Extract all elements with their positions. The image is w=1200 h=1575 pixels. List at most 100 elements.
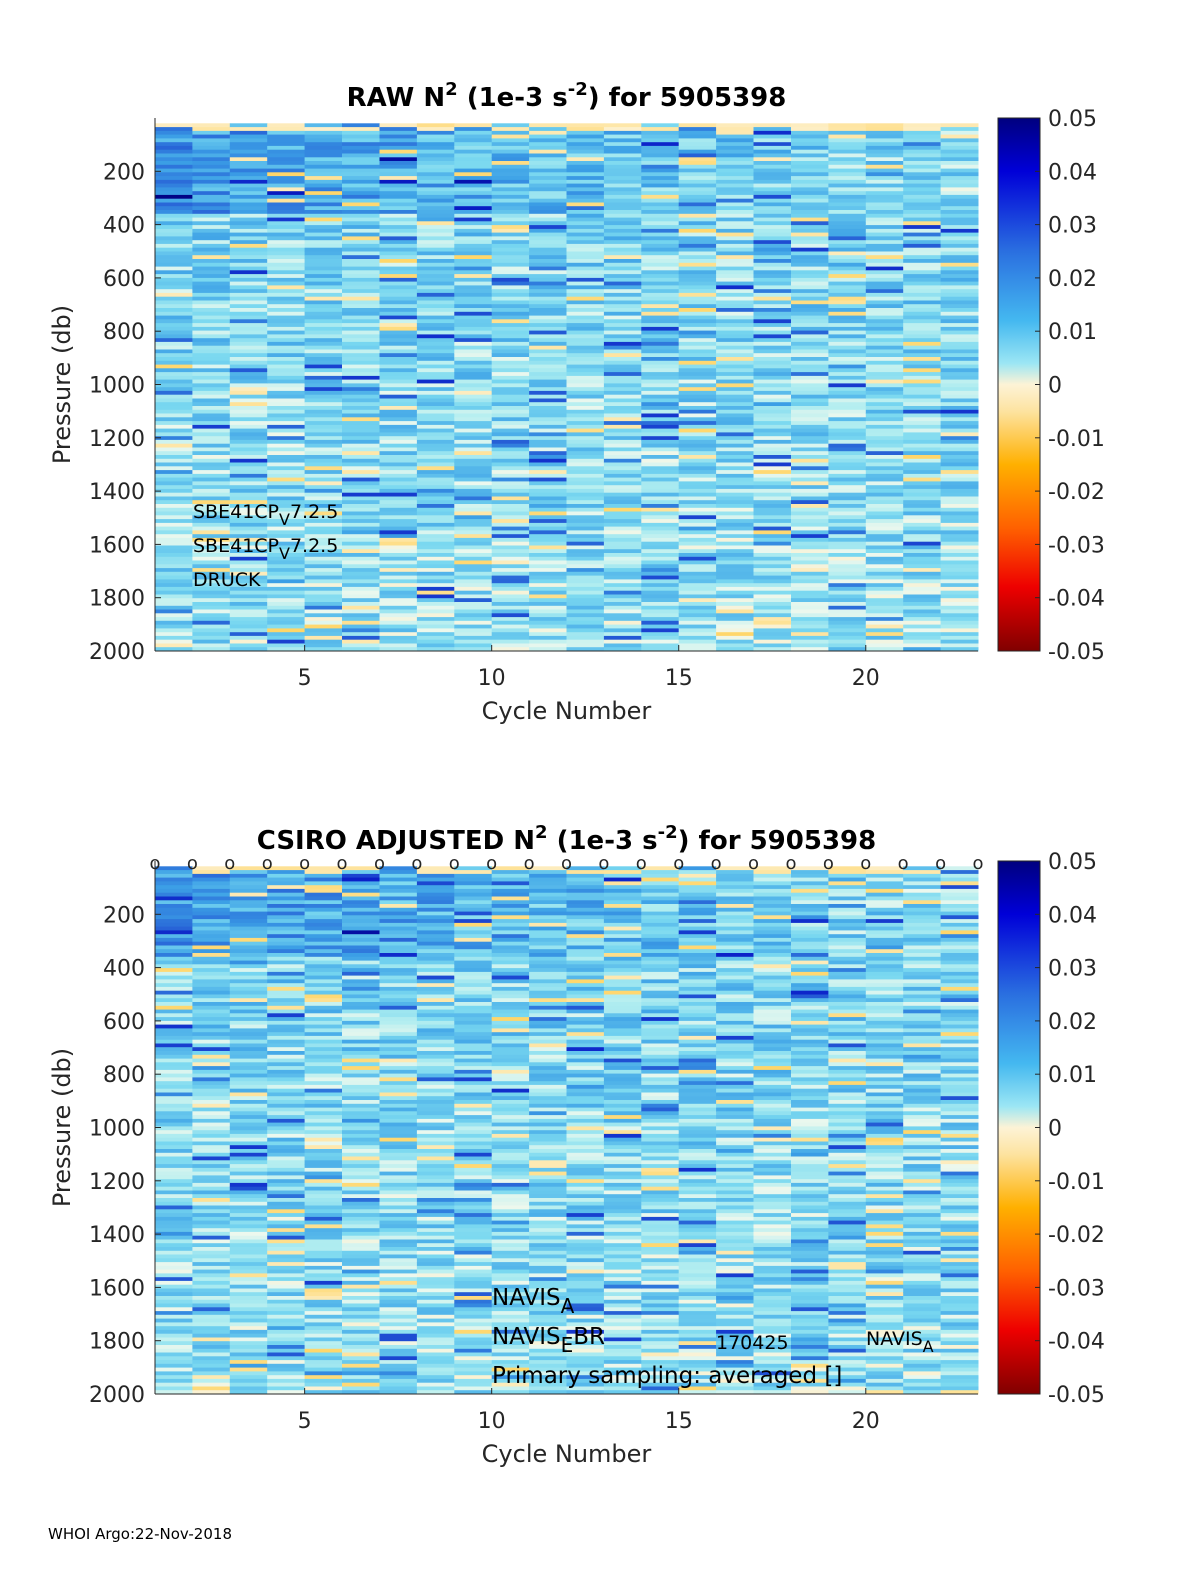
heatmap-cell xyxy=(566,481,605,486)
heatmap-cell xyxy=(454,888,493,894)
heatmap-cell xyxy=(416,247,455,252)
heatmap-cell xyxy=(416,383,455,388)
heatmap-cell xyxy=(529,937,567,943)
heatmap-cell xyxy=(903,485,942,490)
heatmap-cell xyxy=(267,979,306,984)
heatmap-cell xyxy=(791,357,829,362)
heatmap-cell xyxy=(342,1247,380,1252)
heatmap-cell xyxy=(641,515,680,520)
heatmap-cell xyxy=(229,323,268,328)
cycle-column xyxy=(192,123,231,652)
heatmap-cell xyxy=(155,1228,193,1233)
heatmap-cell xyxy=(641,602,680,607)
heatmap-cell xyxy=(828,436,867,441)
heatmap-cell xyxy=(491,620,530,626)
heatmap-cell xyxy=(828,605,867,611)
heatmap-cell xyxy=(529,323,567,328)
heatmap-cell xyxy=(454,975,493,980)
heatmap-cell xyxy=(267,1156,306,1161)
heatmap-cell xyxy=(865,198,904,203)
heatmap-cell xyxy=(267,470,306,475)
heatmap-cell xyxy=(267,1013,306,1018)
heatmap-cell xyxy=(416,1329,455,1335)
heatmap-cell xyxy=(641,277,680,283)
heatmap-cell xyxy=(192,919,231,924)
heatmap-cell xyxy=(903,473,942,479)
heatmap-cell xyxy=(304,1307,343,1312)
heatmap-cell xyxy=(491,368,530,373)
heatmap-cell xyxy=(716,402,754,407)
heatmap-cell xyxy=(155,1262,193,1267)
heatmap-cell xyxy=(940,628,979,633)
heatmap-cell xyxy=(416,1213,455,1218)
heatmap-cell xyxy=(828,330,867,335)
heatmap-cell xyxy=(267,387,306,392)
heatmap-cell xyxy=(192,142,231,147)
heatmap-cell xyxy=(416,1288,455,1293)
heatmap-cell xyxy=(529,387,567,392)
heatmap-cell xyxy=(267,994,306,999)
heatmap-cell xyxy=(940,522,979,528)
heatmap-cell xyxy=(229,1333,268,1338)
heatmap-cell xyxy=(529,1231,567,1237)
heatmap-cell xyxy=(716,398,754,403)
heatmap-cell xyxy=(865,417,904,422)
heatmap-cell xyxy=(529,443,567,448)
heatmap-cell xyxy=(753,617,792,622)
heatmap-cell xyxy=(155,1149,193,1154)
heatmap-cell xyxy=(416,866,455,871)
heatmap-cell xyxy=(192,1028,231,1033)
heatmap-cell xyxy=(229,360,268,366)
heatmap-cell xyxy=(454,1375,493,1380)
heatmap-cell xyxy=(416,941,455,946)
heatmap-cell xyxy=(865,447,904,452)
heatmap-cell xyxy=(454,390,493,396)
heatmap-cell xyxy=(603,436,642,441)
heatmap-cell xyxy=(416,1009,455,1014)
heatmap-cell xyxy=(828,266,867,271)
heatmap-cell xyxy=(267,1371,306,1376)
heatmap-cell xyxy=(267,326,306,332)
heatmap-cell xyxy=(566,1201,605,1207)
heatmap-cell xyxy=(529,571,567,577)
heatmap-cell xyxy=(454,1337,493,1342)
heatmap-cell xyxy=(603,1107,642,1112)
heatmap-cell xyxy=(454,1190,493,1195)
heatmap-cell xyxy=(229,1390,268,1395)
heatmap-cell xyxy=(342,473,380,479)
heatmap-cell xyxy=(529,1167,567,1173)
heatmap-cell xyxy=(379,466,418,471)
heatmap-cell xyxy=(192,466,231,471)
heatmap-cell xyxy=(529,390,567,396)
heatmap-cell xyxy=(641,266,680,271)
heatmap-cell xyxy=(491,1284,530,1289)
heatmap-cell xyxy=(753,187,792,192)
heatmap-cell xyxy=(416,888,455,894)
heatmap-cell xyxy=(192,915,231,920)
heatmap-cell xyxy=(454,315,493,320)
heatmap-cell xyxy=(566,432,605,437)
heatmap-cell xyxy=(491,202,530,207)
heatmap-cell xyxy=(267,628,306,633)
heatmap-cell xyxy=(753,545,792,550)
heatmap-cell xyxy=(229,1273,268,1278)
heatmap-cell xyxy=(791,466,829,471)
heatmap-cell xyxy=(192,1201,231,1207)
heatmap-cell xyxy=(566,206,605,211)
heatmap-cell xyxy=(753,338,792,343)
heatmap-cell xyxy=(416,994,455,999)
heatmap-cell xyxy=(678,485,717,490)
heatmap-cell xyxy=(491,1326,530,1331)
heatmap-cell xyxy=(940,372,979,377)
heatmap-cell xyxy=(192,1103,231,1109)
heatmap-cell xyxy=(491,949,530,954)
heatmap-cell xyxy=(791,439,829,445)
heatmap-cell xyxy=(342,515,380,520)
heatmap-cell xyxy=(304,466,343,471)
heatmap-cell xyxy=(491,1126,530,1131)
heatmap-cell xyxy=(454,145,493,151)
heatmap-cell xyxy=(865,394,904,399)
heatmap-cell xyxy=(716,635,754,641)
heatmap-cell xyxy=(229,1371,268,1376)
heatmap-cell xyxy=(903,466,942,471)
